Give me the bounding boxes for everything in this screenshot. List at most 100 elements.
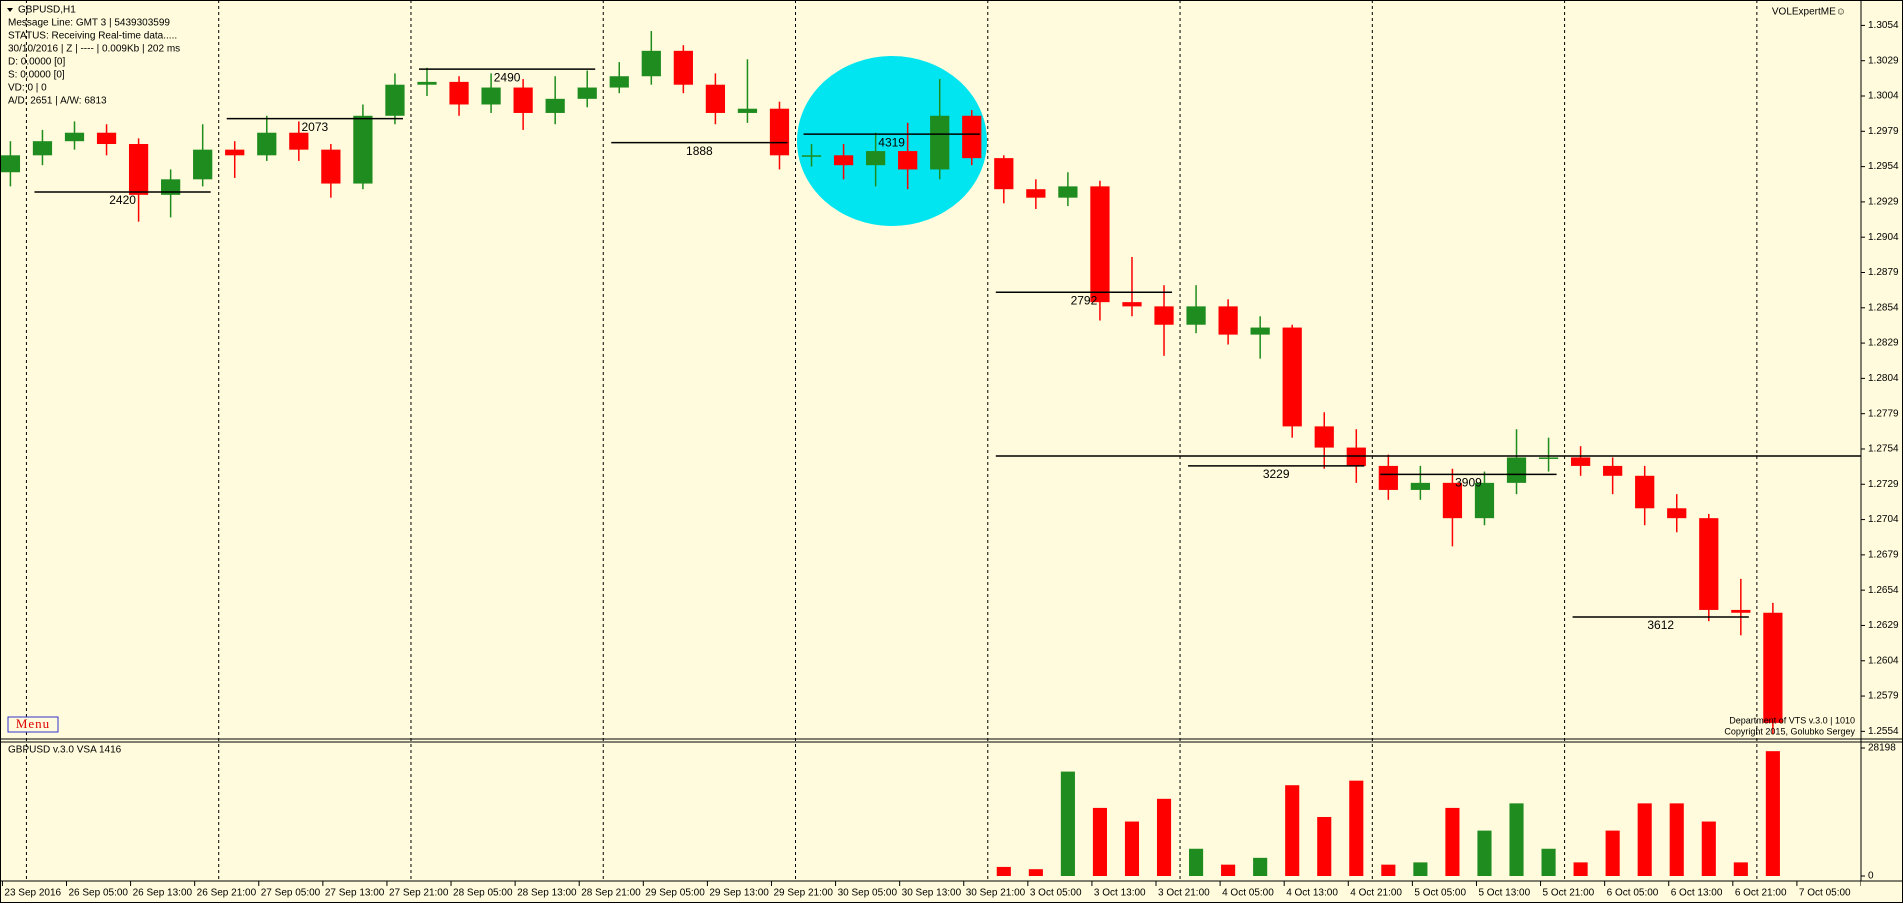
candle-body	[705, 84, 726, 113]
x-tick-label: 28 Sep 21:00	[581, 888, 641, 899]
footer-line: Department of VTS v.3.0 | 1010	[1729, 715, 1855, 725]
candle-body	[801, 155, 822, 157]
y-tick-label: 1.2879	[1868, 267, 1899, 278]
candle-body	[866, 151, 886, 166]
x-tick-label: 6 Oct 05:00	[1607, 888, 1659, 899]
y-tick-label: 1.2929	[1868, 197, 1899, 208]
level-label: 2420	[109, 193, 136, 207]
y-tick-label: 1.2979	[1868, 126, 1899, 137]
candle-body	[1122, 302, 1142, 307]
candle-body	[1603, 465, 1623, 476]
candle-body	[321, 149, 341, 184]
candle-body	[128, 144, 149, 195]
candle-body	[64, 132, 85, 142]
candle-body	[1538, 457, 1559, 459]
candle-body	[1506, 457, 1527, 483]
volume-bar	[1285, 785, 1300, 876]
level-label: 2490	[494, 70, 521, 84]
candle-body	[1667, 508, 1687, 519]
x-tick-label: 30 Sep 21:00	[966, 888, 1026, 899]
candle-body	[1186, 306, 1206, 325]
y-tick-label: 1.2754	[1868, 444, 1899, 455]
candle-body	[641, 50, 661, 77]
candle-body	[1250, 327, 1270, 335]
volume-bar	[1445, 807, 1460, 876]
level-label: 2792	[1071, 293, 1098, 307]
candle-body	[0, 155, 21, 173]
info-line: 30/10/2016 | Z | ---- | 0.009Kb | 202 ms	[8, 44, 180, 55]
y-tick-label: 1.2829	[1868, 338, 1899, 349]
info-line: A/D: 2651 | A/W: 6813	[8, 96, 107, 107]
candle-body	[1282, 327, 1302, 427]
y-tick-label: 1.2679	[1868, 550, 1899, 561]
x-tick-label: 3 Oct 13:00	[1094, 888, 1146, 899]
y-tick-label: 1.3029	[1868, 55, 1899, 66]
candle-body	[1218, 306, 1238, 335]
info-line: Message Line: GMT 3 | 5439303599	[8, 18, 170, 29]
candle-body	[577, 87, 597, 99]
candle-body	[193, 149, 213, 180]
y-tick-label: 1.2854	[1868, 302, 1899, 313]
x-tick-label: 4 Oct 21:00	[1350, 888, 1402, 899]
volume-tick-label: 28198	[1868, 743, 1896, 754]
x-tick-label: 4 Oct 13:00	[1286, 888, 1338, 899]
x-tick-label: 30 Sep 05:00	[838, 888, 898, 899]
indicator-name: VOLExpertME☺	[1772, 7, 1846, 18]
x-tick-label: 26 Sep 21:00	[197, 888, 257, 899]
candle-body	[898, 151, 918, 170]
x-tick-label: 29 Sep 13:00	[709, 888, 769, 899]
candle-body	[1635, 475, 1655, 509]
x-tick-label: 4 Oct 05:00	[1222, 888, 1274, 899]
candle-body	[737, 108, 758, 113]
x-tick-label: 27 Sep 21:00	[389, 888, 449, 899]
info-line: STATUS: Receiving Real-time data.....	[8, 31, 177, 42]
menu-button[interactable]	[7, 716, 59, 733]
candle-body	[257, 132, 277, 156]
menu-label[interactable]: Menu	[16, 716, 50, 731]
volume-bar	[1156, 798, 1172, 876]
candle-body	[545, 98, 565, 113]
volume-bar	[1573, 862, 1588, 876]
info-line: S: 0.0000 [0]	[8, 70, 65, 81]
volume-bar	[1733, 862, 1748, 876]
candle-body	[609, 76, 629, 88]
symbol-title: GBPUSD,H1	[18, 5, 76, 16]
volume-bar	[1669, 803, 1684, 876]
volume-bar	[1060, 771, 1075, 876]
candle-body	[1731, 609, 1751, 613]
candle-body	[225, 149, 245, 156]
collapse-icon	[7, 8, 13, 12]
x-tick-label: 27 Sep 13:00	[325, 888, 385, 899]
volume-tick-label: 0	[1868, 871, 1874, 882]
candle-body	[417, 81, 437, 85]
candle-body	[289, 132, 309, 150]
volume-bar	[1253, 857, 1268, 876]
candle-body	[1314, 426, 1334, 448]
volume-bar	[1092, 807, 1107, 876]
x-tick-label: 3 Oct 21:00	[1158, 888, 1210, 899]
info-line: D: 0.0000 [0]	[8, 57, 65, 68]
volume-bar	[1317, 816, 1332, 876]
y-tick-label: 1.2654	[1868, 585, 1899, 596]
x-tick-label: 5 Oct 13:00	[1478, 888, 1530, 899]
y-tick-label: 1.2904	[1868, 232, 1899, 243]
candle-body	[32, 141, 53, 156]
volume-bar	[1028, 869, 1043, 876]
x-tick-label: 6 Oct 21:00	[1735, 888, 1787, 899]
x-tick-label: 28 Sep 05:00	[453, 888, 513, 899]
candle-body	[930, 115, 950, 170]
x-tick-label: 26 Sep 13:00	[133, 888, 193, 899]
volume-bar	[1509, 803, 1524, 876]
level-label: 1888	[686, 144, 713, 158]
volume-title: GBPUSD v.3.0 VSA 1416	[8, 745, 122, 756]
candle-body	[513, 87, 533, 113]
candle-body	[96, 132, 117, 145]
volume-bar	[1765, 751, 1780, 876]
x-tick-label: 30 Sep 13:00	[902, 888, 962, 899]
x-tick-label: 23 Sep 2016	[4, 888, 61, 899]
y-tick-label: 1.2704	[1868, 514, 1899, 525]
y-tick-label: 1.2554	[1868, 726, 1899, 737]
level-label: 3909	[1455, 476, 1482, 490]
